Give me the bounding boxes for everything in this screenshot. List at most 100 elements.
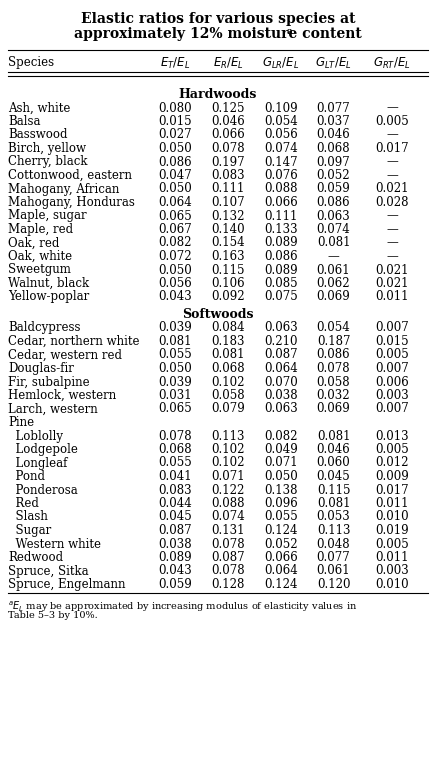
Text: 0.055: 0.055 [158,348,192,361]
Text: 0.089: 0.089 [264,237,298,250]
Text: 0.111: 0.111 [264,209,297,222]
Text: 0.102: 0.102 [211,375,245,389]
Text: 0.078: 0.078 [317,362,351,375]
Text: 0.067: 0.067 [158,223,192,236]
Text: 0.046: 0.046 [317,128,351,141]
Text: 0.210: 0.210 [264,335,297,348]
Text: 0.113: 0.113 [317,524,350,537]
Text: —: — [386,209,398,222]
Text: 0.007: 0.007 [375,403,409,416]
Text: 0.087: 0.087 [264,348,298,361]
Text: 0.047: 0.047 [158,169,192,182]
Text: 0.063: 0.063 [264,322,298,335]
Text: 0.045: 0.045 [158,510,192,523]
Text: 0.102: 0.102 [211,443,245,456]
Text: 0.052: 0.052 [317,169,351,182]
Text: Oak, white: Oak, white [8,250,72,263]
Text: Walnut, black: Walnut, black [8,277,89,290]
Text: 0.125: 0.125 [211,102,245,115]
Text: 0.054: 0.054 [264,115,298,128]
Text: 0.062: 0.062 [317,277,351,290]
Text: Basswood: Basswood [8,128,67,141]
Text: Maple, red: Maple, red [8,223,73,236]
Text: 0.088: 0.088 [264,183,297,196]
Text: 0.050: 0.050 [264,470,298,483]
Text: 0.068: 0.068 [158,443,192,456]
Text: Spruce, Engelmann: Spruce, Engelmann [8,578,125,591]
Text: 0.109: 0.109 [264,102,298,115]
Text: Softwoods: Softwoods [182,308,254,321]
Text: 0.009: 0.009 [375,470,409,483]
Text: 0.111: 0.111 [211,183,245,196]
Text: Slash: Slash [8,510,48,523]
Text: 0.061: 0.061 [317,264,351,277]
Text: Cedar, northern white: Cedar, northern white [8,335,140,348]
Text: 0.055: 0.055 [264,510,298,523]
Text: $\mathit{G_{LR}/E_L}$: $\mathit{G_{LR}/E_L}$ [262,56,300,71]
Text: 0.084: 0.084 [211,322,245,335]
Text: 0.050: 0.050 [158,142,192,155]
Text: 0.106: 0.106 [211,277,245,290]
Text: 0.017: 0.017 [375,142,409,155]
Text: Larch, western: Larch, western [8,403,98,416]
Text: 0.089: 0.089 [158,551,192,564]
Text: 0.064: 0.064 [158,196,192,209]
Text: 0.133: 0.133 [264,223,298,236]
Text: 0.075: 0.075 [264,290,298,303]
Text: 0.032: 0.032 [317,389,351,402]
Text: 0.183: 0.183 [211,335,245,348]
Text: Sugar: Sugar [8,524,51,537]
Text: Spruce, Sitka: Spruce, Sitka [8,565,89,578]
Text: 0.074: 0.074 [211,510,245,523]
Text: 0.131: 0.131 [211,524,245,537]
Text: 0.045: 0.045 [317,470,351,483]
Text: Hemlock, western: Hemlock, western [8,389,116,402]
Text: 0.050: 0.050 [158,264,192,277]
Text: 0.039: 0.039 [158,322,192,335]
Text: 0.078: 0.078 [158,429,192,442]
Text: 0.077: 0.077 [317,102,351,115]
Text: 0.083: 0.083 [158,484,192,497]
Text: 0.078: 0.078 [211,565,245,578]
Text: 0.088: 0.088 [211,497,245,510]
Text: Birch, yellow: Birch, yellow [8,142,86,155]
Text: 0.031: 0.031 [158,389,192,402]
Text: 0.052: 0.052 [264,538,298,551]
Text: Redwood: Redwood [8,551,63,564]
Text: Red: Red [8,497,39,510]
Text: 0.019: 0.019 [375,524,409,537]
Text: 0.054: 0.054 [317,322,351,335]
Text: —: — [386,128,398,141]
Text: 0.064: 0.064 [264,565,298,578]
Text: 0.060: 0.060 [317,457,351,470]
Text: 0.043: 0.043 [158,290,192,303]
Text: Maple, sugar: Maple, sugar [8,209,86,222]
Text: 0.086: 0.086 [317,196,351,209]
Text: 0.078: 0.078 [211,538,245,551]
Text: 0.069: 0.069 [317,403,351,416]
Text: 0.138: 0.138 [264,484,297,497]
Text: 0.068: 0.068 [211,362,245,375]
Text: 0.082: 0.082 [159,237,192,250]
Text: 0.122: 0.122 [211,484,245,497]
Text: 0.070: 0.070 [264,375,298,389]
Text: 0.007: 0.007 [375,362,409,375]
Text: Species: Species [8,56,54,69]
Text: 0.028: 0.028 [375,196,409,209]
Text: 0.056: 0.056 [264,128,298,141]
Text: 0.071: 0.071 [264,457,298,470]
Text: 0.187: 0.187 [317,335,350,348]
Text: 0.063: 0.063 [264,403,298,416]
Text: $\mathit{E_T/E_L}$: $\mathit{E_T/E_L}$ [160,56,191,71]
Text: 0.132: 0.132 [211,209,245,222]
Text: 0.048: 0.048 [317,538,351,551]
Text: 0.006: 0.006 [375,375,409,389]
Text: 0.038: 0.038 [264,389,298,402]
Text: 0.046: 0.046 [317,443,351,456]
Text: 0.043: 0.043 [158,565,192,578]
Text: 0.021: 0.021 [375,264,409,277]
Text: Cedar, western red: Cedar, western red [8,348,122,361]
Text: 0.087: 0.087 [158,524,192,537]
Text: Cherry, black: Cherry, black [8,156,87,169]
Text: 0.053: 0.053 [317,510,351,523]
